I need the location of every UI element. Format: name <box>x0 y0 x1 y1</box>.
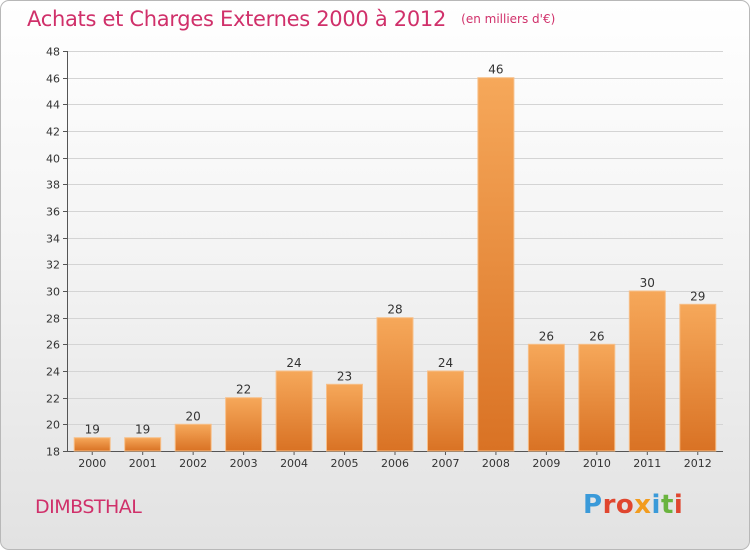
bar-2006 <box>376 317 414 452</box>
x-tick-label-2007: 2007 <box>431 457 459 470</box>
value-label-2010: 26 <box>589 329 604 343</box>
bar-2001 <box>124 437 162 452</box>
bar-2008 <box>477 77 515 452</box>
value-label-2004: 24 <box>286 356 301 370</box>
bar-2011 <box>628 290 666 452</box>
value-label-2003: 22 <box>236 383 251 397</box>
bars <box>73 77 717 452</box>
x-tick-label-2008: 2008 <box>482 457 510 470</box>
x-tick-label-2006: 2006 <box>381 457 409 470</box>
bar-2009 <box>527 343 565 452</box>
y-tick-label: 24 <box>46 366 60 379</box>
y-tick-label: 34 <box>46 233 60 246</box>
y-tick-label: 42 <box>46 126 60 139</box>
chart-title: Achats et Charges Externes 2000 à 2012 <box>27 7 447 31</box>
value-label-2007: 24 <box>438 356 453 370</box>
value-label-2011: 30 <box>640 276 655 290</box>
x-tick-label-2001: 2001 <box>129 457 157 470</box>
bar-2005 <box>326 383 363 452</box>
y-tick-label: 26 <box>46 339 60 352</box>
x-tick-label-2010: 2010 <box>583 457 611 470</box>
value-label-2005: 23 <box>337 369 352 383</box>
y-tick-label: 20 <box>46 419 60 432</box>
value-label-2008: 46 <box>488 63 503 77</box>
commune-name: DIMBSTHAL <box>35 496 142 518</box>
x-tick-label-2011: 2011 <box>633 457 661 470</box>
bar-2007 <box>427 370 464 452</box>
value-label-2009: 26 <box>539 329 554 343</box>
value-label-2012: 29 <box>690 289 705 303</box>
brand-letter: r <box>602 490 616 520</box>
y-tick-label: 44 <box>46 99 60 112</box>
bar-2004 <box>275 370 313 452</box>
x-tick-label-2002: 2002 <box>179 457 207 470</box>
x-tick-label-2000: 2000 <box>78 457 106 470</box>
x-tick-label-2004: 2004 <box>280 457 308 470</box>
x-tick-label-2012: 2012 <box>684 457 712 470</box>
y-tick-label: 18 <box>46 446 60 459</box>
labels: 18 20 22 24 26 28 30 32 34 36 38 40 42 44 46 48 19 2000 19… <box>46 46 712 471</box>
brand-letter: o <box>615 490 635 520</box>
bar-2010 <box>578 343 616 452</box>
y-tick-label: 30 <box>46 286 60 299</box>
y-tick-label: 32 <box>46 259 60 272</box>
brand-letter: i <box>651 490 661 520</box>
bar-2003 <box>225 397 263 452</box>
y-tick-label: 38 <box>46 179 60 192</box>
bar-2000 <box>73 437 111 452</box>
value-label-2006: 28 <box>387 303 402 317</box>
y-tick-label: 40 <box>46 153 60 166</box>
unit-label: (en milliers d'€) <box>461 12 556 26</box>
brand-letter: i <box>673 490 684 520</box>
value-label-2002: 20 <box>186 409 201 423</box>
title-row: Achats et Charges Externes 2000 à 2012 (… <box>27 7 555 31</box>
brand-letter: P <box>583 490 603 520</box>
bar-2012 <box>679 303 717 452</box>
brand-letter: t <box>660 490 674 520</box>
y-tick-label: 22 <box>46 393 60 406</box>
brand-logo: Proxiti <box>583 490 683 520</box>
x-tick-label-2005: 2005 <box>331 457 359 470</box>
y-tick-label: 48 <box>46 46 60 59</box>
value-label-2000: 19 <box>85 423 100 437</box>
brand-letter: x <box>634 490 652 520</box>
bar-2002 <box>174 423 212 452</box>
y-tick-label: 46 <box>46 73 60 86</box>
y-tick-label: 28 <box>46 313 60 326</box>
x-tick-label-2003: 2003 <box>230 457 258 470</box>
x-tick-label-2009: 2009 <box>532 457 560 470</box>
value-label-2001: 19 <box>135 423 150 437</box>
y-tick-label: 36 <box>46 206 60 219</box>
